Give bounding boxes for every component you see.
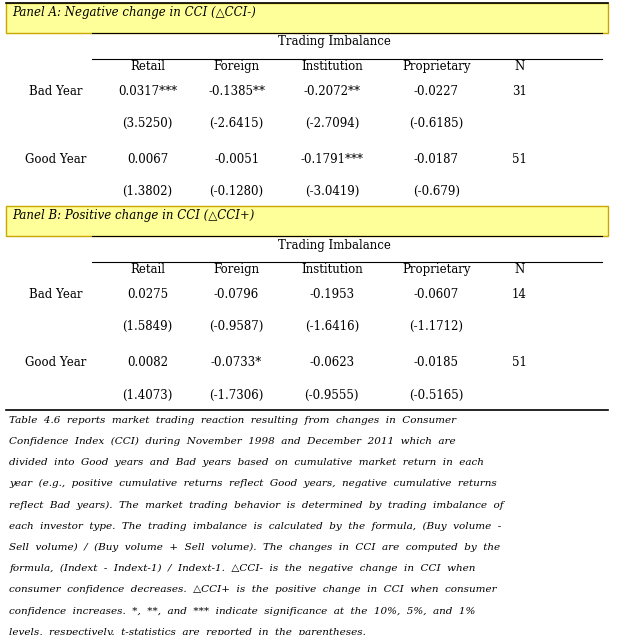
- Text: confidence  increases.  *,  **,  and  ***  indicate  significance  at  the  10%,: confidence increases. *, **, and *** ind…: [9, 606, 476, 615]
- Text: Good Year: Good Year: [25, 356, 86, 370]
- Text: (1.4073): (1.4073): [122, 389, 173, 401]
- Text: 0.0082: 0.0082: [127, 356, 168, 370]
- Text: Proprietary: Proprietary: [402, 264, 470, 276]
- Text: each  investor  type.  The  trading  imbalance  is  calculated  by  the  formula: each investor type. The trading imbalanc…: [9, 522, 501, 531]
- Text: -0.0227: -0.0227: [414, 85, 459, 98]
- Text: (-2.6415): (-2.6415): [209, 117, 264, 130]
- Text: Panel A: Negative change in CCI (△CCI-): Panel A: Negative change in CCI (△CCI-): [13, 6, 256, 19]
- Bar: [6, 206, 608, 236]
- Text: N: N: [514, 60, 525, 73]
- Text: Institution: Institution: [301, 264, 363, 276]
- Text: Good Year: Good Year: [25, 153, 86, 166]
- Text: consumer  confidence  decreases.  △CCI+  is  the  positive  change  in  CCI  whe: consumer confidence decreases. △CCI+ is …: [9, 585, 497, 594]
- Text: 14: 14: [512, 288, 526, 301]
- Text: (-3.0419): (-3.0419): [304, 185, 359, 198]
- Text: Bad Year: Bad Year: [28, 85, 82, 98]
- Text: levels,  respectively.  t-statistics  are  reported  in  the  parentheses.: levels, respectively. t-statistics are r…: [9, 628, 366, 635]
- Text: 51: 51: [512, 356, 526, 370]
- Text: reflect  Bad  years).  The  market  trading  behavior  is  determined  by  tradi: reflect Bad years). The market trading b…: [9, 500, 504, 510]
- Text: Foreign: Foreign: [213, 264, 260, 276]
- Text: formula,  (Indext  -  Indext-1)  /  Indext-1.  △CCI-  is  the  negative  change : formula, (Indext - Indext-1) / Indext-1.…: [9, 564, 476, 573]
- Text: Proprietary: Proprietary: [402, 60, 470, 73]
- Text: Panel B: Positive change in CCI (△CCI+): Panel B: Positive change in CCI (△CCI+): [13, 210, 255, 222]
- Text: (-0.5165): (-0.5165): [409, 389, 464, 401]
- Text: (1.5849): (1.5849): [123, 320, 172, 333]
- Text: Bad Year: Bad Year: [28, 288, 82, 301]
- Text: (-0.1280): (-0.1280): [209, 185, 264, 198]
- Text: Institution: Institution: [301, 60, 363, 73]
- Text: (-0.679): (-0.679): [413, 185, 460, 198]
- Text: year  (e.g.,  positive  cumulative  returns  reflect  Good  years,  negative  cu: year (e.g., positive cumulative returns …: [9, 479, 497, 488]
- Text: (-0.9587): (-0.9587): [209, 320, 264, 333]
- Text: Retail: Retail: [130, 264, 165, 276]
- Text: (-1.1712): (-1.1712): [409, 320, 464, 333]
- Text: (-0.9555): (-0.9555): [304, 389, 359, 401]
- Text: -0.1385**: -0.1385**: [208, 85, 265, 98]
- Text: -0.1791***: -0.1791***: [301, 153, 364, 166]
- Bar: [6, 3, 608, 33]
- Text: (-1.7306): (-1.7306): [209, 389, 264, 401]
- Text: (1.3802): (1.3802): [123, 185, 172, 198]
- Text: 31: 31: [512, 85, 526, 98]
- Text: 0.0317***: 0.0317***: [118, 85, 177, 98]
- Text: Trading Imbalance: Trading Imbalance: [279, 239, 391, 251]
- Text: Sell  volume)  /  (Buy  volume  +  Sell  volume).  The  changes  in  CCI  are  c: Sell volume) / (Buy volume + Sell volume…: [9, 543, 500, 552]
- Text: (-2.7094): (-2.7094): [304, 117, 359, 130]
- Text: (-0.6185): (-0.6185): [409, 117, 464, 130]
- Text: Retail: Retail: [130, 60, 165, 73]
- Text: (3.5250): (3.5250): [122, 117, 173, 130]
- Text: Confidence  Index  (CCI)  during  November  1998  and  December  2011  which  ar: Confidence Index (CCI) during November 1…: [9, 437, 456, 446]
- Text: divided  into  Good  years  and  Bad  years  based  on  cumulative  market  retu: divided into Good years and Bad years ba…: [9, 458, 484, 467]
- Text: Foreign: Foreign: [213, 60, 260, 73]
- Text: -0.0051: -0.0051: [214, 153, 259, 166]
- Text: -0.0185: -0.0185: [414, 356, 459, 370]
- Text: (-1.6416): (-1.6416): [304, 320, 359, 333]
- Text: -0.0187: -0.0187: [414, 153, 459, 166]
- Text: N: N: [514, 264, 525, 276]
- Text: -0.0623: -0.0623: [309, 356, 354, 370]
- Text: -0.1953: -0.1953: [309, 288, 354, 301]
- Text: -0.0796: -0.0796: [214, 288, 259, 301]
- Text: 51: 51: [512, 153, 526, 166]
- Text: Trading Imbalance: Trading Imbalance: [279, 36, 391, 48]
- Text: 0.0275: 0.0275: [127, 288, 168, 301]
- Text: 0.0067: 0.0067: [127, 153, 168, 166]
- Text: -0.0733*: -0.0733*: [211, 356, 262, 370]
- Text: -0.0607: -0.0607: [414, 288, 459, 301]
- Text: Table  4.6  reports  market  trading  reaction  resulting  from  changes  in  Co: Table 4.6 reports market trading reactio…: [9, 416, 457, 425]
- Text: -0.2072**: -0.2072**: [303, 85, 360, 98]
